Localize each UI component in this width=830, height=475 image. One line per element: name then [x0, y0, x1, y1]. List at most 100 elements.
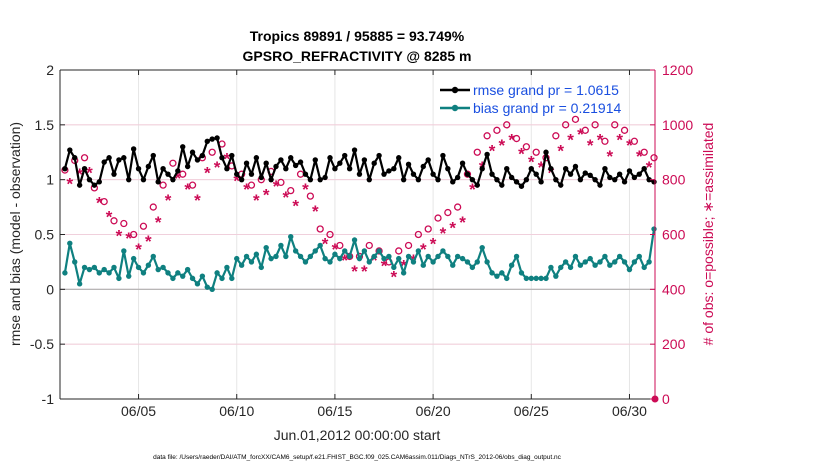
obs-assimilated-marker: * [391, 268, 398, 287]
bias-point [165, 270, 171, 276]
rmse-point [101, 159, 107, 165]
obs-assimilated-marker: * [420, 240, 427, 259]
bias-point [170, 275, 176, 282]
rmse-point [155, 179, 161, 185]
rmse-point [562, 166, 569, 172]
rmse-point [351, 147, 358, 153]
bias-point [558, 264, 564, 271]
bias-point [194, 281, 201, 287]
obs-possible-marker [532, 148, 540, 156]
rmse-point [582, 170, 588, 176]
bias-point [577, 262, 584, 268]
bias-point [121, 248, 127, 254]
chart-title: Tropics 89891 / 95885 = 93.749% [250, 28, 465, 44]
rmse-point [130, 146, 137, 152]
obs-possible-marker [453, 203, 462, 211]
obs-assimilated-marker: * [351, 262, 358, 281]
bias-point [86, 266, 93, 273]
bias-point [101, 266, 107, 273]
bias-point [386, 253, 392, 260]
bias-point [111, 264, 117, 271]
rmse-point [204, 138, 210, 144]
bias-point [346, 253, 353, 260]
rmse-point [302, 171, 309, 177]
y-tick-label: 0 [46, 281, 54, 297]
bias-point [572, 253, 579, 260]
obs-possible-marker [129, 230, 138, 239]
obs-possible-marker [188, 181, 197, 189]
rmse-point [307, 176, 314, 183]
bias-point [528, 275, 534, 282]
obs-possible-marker [100, 197, 108, 206]
obs-assimilated-marker: * [400, 257, 407, 276]
rmse-point [499, 182, 505, 188]
bias-point [459, 255, 466, 262]
rmse-point [597, 182, 603, 188]
rmse-point [106, 155, 112, 161]
obs-possible-marker [169, 159, 177, 167]
rmse-point [72, 155, 78, 161]
bias-point [420, 262, 426, 268]
bias-point [96, 270, 102, 276]
rmse-point [577, 176, 584, 183]
rmse-point [459, 160, 466, 166]
bias-point [562, 259, 569, 265]
obs-assimilated-marker: * [116, 227, 123, 246]
obs-assimilated-marker: * [597, 131, 604, 150]
bias-point [445, 253, 451, 260]
bias-point [553, 273, 559, 279]
bias-point [508, 262, 515, 268]
bias-point [322, 255, 328, 262]
bias-point [273, 253, 279, 260]
rmse-point [479, 166, 485, 172]
rmse-point [430, 171, 436, 177]
rmse-point [400, 176, 407, 183]
bias-point [209, 286, 215, 293]
obs-possible-marker [277, 178, 285, 187]
rmse-point [199, 152, 206, 159]
rmse-point [391, 166, 397, 172]
bias-point [184, 266, 191, 273]
x-tick-label: 06/10 [219, 403, 254, 419]
bias-point [641, 264, 647, 271]
obs-possible-marker [395, 247, 403, 255]
rmse-point [612, 176, 618, 183]
rmse-point [194, 157, 201, 163]
bias-point [62, 270, 68, 276]
bias-point [543, 275, 549, 282]
bias-point [371, 253, 377, 260]
bias-point [425, 253, 431, 260]
bias-point [160, 264, 166, 271]
bias-point [238, 262, 245, 268]
rmse-point [508, 174, 515, 181]
rmse-point [67, 147, 73, 153]
rmse-point [214, 135, 220, 141]
rmse-point [135, 166, 142, 172]
bias-point [91, 264, 98, 271]
rmse-point [160, 166, 166, 172]
legend-rmse-label: rmse grand pr = 1.0615 [473, 82, 619, 98]
y-tick-label: 2 [46, 62, 54, 78]
obs-possible-marker [149, 203, 157, 211]
rmse-point [288, 155, 294, 161]
obs-possible-marker [650, 154, 658, 162]
bias-point [248, 259, 255, 265]
bias-point [548, 264, 554, 271]
bias-point [616, 253, 623, 260]
rmse-point [312, 157, 318, 163]
rmse-point [474, 182, 480, 188]
bias-point [499, 270, 505, 276]
rmse-point [464, 171, 471, 177]
bias-point [106, 270, 112, 276]
obs-assimilated-marker: * [67, 174, 74, 193]
obs-assimilated-marker: * [243, 180, 250, 199]
obs-assimilated-marker: * [312, 202, 319, 221]
bias-point [126, 273, 132, 279]
obs-assimilated-marker: * [273, 177, 280, 196]
rmse-point [273, 163, 279, 170]
obs-assimilated-marker: * [626, 136, 633, 155]
rmse-point [258, 174, 264, 181]
rmse-point [548, 166, 554, 172]
obs-assimilated-marker: * [332, 240, 339, 259]
bias-point [189, 275, 196, 282]
